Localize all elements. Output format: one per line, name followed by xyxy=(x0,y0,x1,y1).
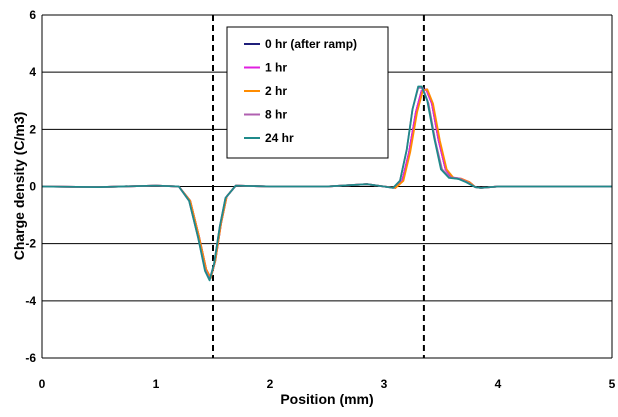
legend: 0 hr (after ramp) 1 hr 2 hr 8 hr 24 hr xyxy=(226,26,389,159)
x-tick-label: 5 xyxy=(609,377,616,391)
x-tick-label: 0 xyxy=(39,377,46,391)
axis-layer xyxy=(41,15,613,358)
legend-label: 2 hr xyxy=(265,84,287,98)
y-tick-label: -2 xyxy=(25,237,36,251)
legend-label: 1 hr xyxy=(265,61,287,75)
x-tick-label: 2 xyxy=(267,377,274,391)
y-tick-label: 2 xyxy=(29,122,36,136)
y-tick-label: -4 xyxy=(25,294,36,308)
series-layer xyxy=(41,85,612,282)
y-tick-label: -6 xyxy=(25,351,36,365)
x-tick-label: 3 xyxy=(381,377,388,391)
x-axis-label: Position (mm) xyxy=(280,391,373,407)
y-tick-label: 4 xyxy=(29,65,36,79)
legend-box xyxy=(226,26,389,159)
legend-label: 8 hr xyxy=(265,108,287,122)
x-tick-label: 4 xyxy=(495,377,502,391)
y-tick-label: 0 xyxy=(29,180,36,194)
series-line-4 xyxy=(41,85,612,282)
legend-label: 0 hr (after ramp) xyxy=(265,37,357,51)
y-axis-label: Charge density (C/m3) xyxy=(11,112,27,261)
legend-label: 24 hr xyxy=(265,131,294,145)
reference-lines xyxy=(212,15,425,358)
y-tick-label: 6 xyxy=(29,8,36,22)
x-tick-label: 1 xyxy=(153,377,160,391)
